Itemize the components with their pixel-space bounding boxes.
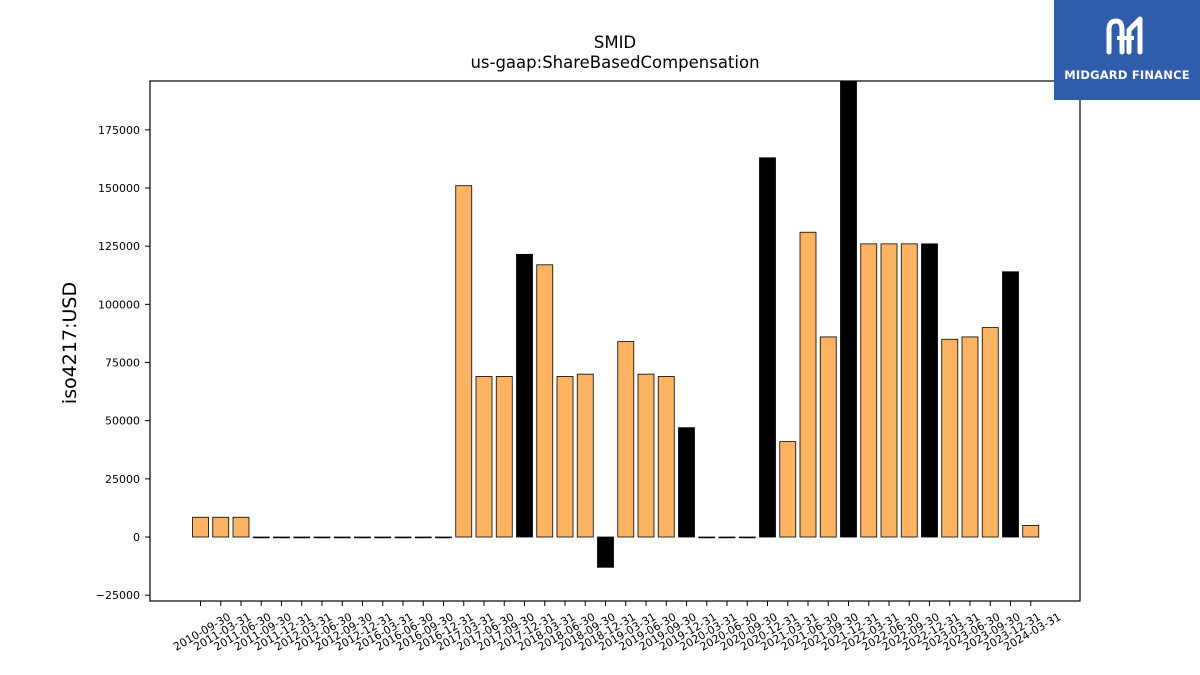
bar-2018-03-31 <box>536 264 554 538</box>
bar-2011-12-31 <box>273 536 290 539</box>
bar-2011-06-30 <box>232 516 250 538</box>
chart-subtitle: us-gaap:ShareBasedCompensation <box>470 53 759 72</box>
midgard-logo-icon <box>1106 16 1143 55</box>
bar-2023-09-30 <box>981 327 999 538</box>
bar-2018-12-31 <box>597 536 614 568</box>
bar-2021-03-31 <box>779 441 797 538</box>
bars-group <box>192 80 1040 568</box>
bar-2017-12-31 <box>516 253 533 538</box>
y-axis-ticks: −25000 0 25000 50000 75000 100000 125000 150000… <box>96 124 150 602</box>
bar-2020-09-30 <box>738 536 756 539</box>
bar-2012-09-30 <box>333 536 351 539</box>
bar-2020-06-30 <box>718 536 736 539</box>
bar-2022-12-31 <box>921 243 938 538</box>
bar-2012-03-31 <box>293 536 311 539</box>
y-tick-label: 125000 <box>98 240 140 253</box>
y-axis-label: iso4217:USD <box>59 282 81 404</box>
bar-2010-09-30 <box>192 516 209 538</box>
bar-2017-03-31 <box>455 185 473 538</box>
bar-2019-09-30 <box>657 376 675 538</box>
bar-2022-06-30 <box>880 243 898 538</box>
bar-2011-03-31 <box>212 516 230 538</box>
bar-2023-03-31 <box>941 338 959 538</box>
bar-2011-09-30 <box>252 536 270 539</box>
bar-2018-09-30 <box>576 373 594 538</box>
y-tick-label: 25000 <box>105 473 140 486</box>
bar-2019-03-31 <box>617 341 635 538</box>
bar-2021-09-30 <box>819 336 837 538</box>
bar-2017-06-30 <box>475 376 493 538</box>
bar-2023-06-30 <box>961 336 979 538</box>
bar-2012-12-31 <box>354 536 371 539</box>
bar-2021-06-30 <box>799 231 817 538</box>
bar-2019-12-31 <box>678 427 695 538</box>
bar-2018-06-30 <box>556 376 574 538</box>
bar-2020-03-31 <box>698 536 716 539</box>
y-tick-label: −25000 <box>96 589 140 602</box>
bar-2019-06-30 <box>637 373 655 538</box>
bar-2016-03-31 <box>374 536 392 539</box>
plot-frame <box>149 80 1081 602</box>
logo-text: MIDGARD FINANCE <box>1064 68 1190 82</box>
bar-2016-12-31 <box>435 536 452 539</box>
bar-2020-12-31 <box>759 157 776 538</box>
y-tick-label: 100000 <box>98 298 140 311</box>
bar-2016-09-30 <box>414 536 432 539</box>
y-tick-label: 150000 <box>98 182 140 195</box>
bar-2022-09-30 <box>900 243 918 538</box>
bar-2021-12-31 <box>840 80 857 538</box>
x-axis-ticks: 2010-09-302011-03-312011-06-302011-09-30… <box>171 601 1063 654</box>
y-tick-label: 75000 <box>105 357 140 370</box>
bar-2012-06-30 <box>313 536 331 539</box>
y-tick-label: 0 <box>133 531 140 544</box>
bar-2016-06-30 <box>394 536 412 539</box>
bar-2022-03-31 <box>860 243 878 538</box>
bar-2017-09-30 <box>495 376 513 538</box>
bar-2023-12-31 <box>1002 271 1019 538</box>
midgard-finance-logo: MIDGARD FINANCE <box>1054 0 1200 100</box>
bar-2024-03-31 <box>1022 524 1040 538</box>
y-tick-label: 175000 <box>98 124 140 137</box>
chart-title: SMID <box>594 33 636 52</box>
y-tick-label: 50000 <box>105 415 140 428</box>
